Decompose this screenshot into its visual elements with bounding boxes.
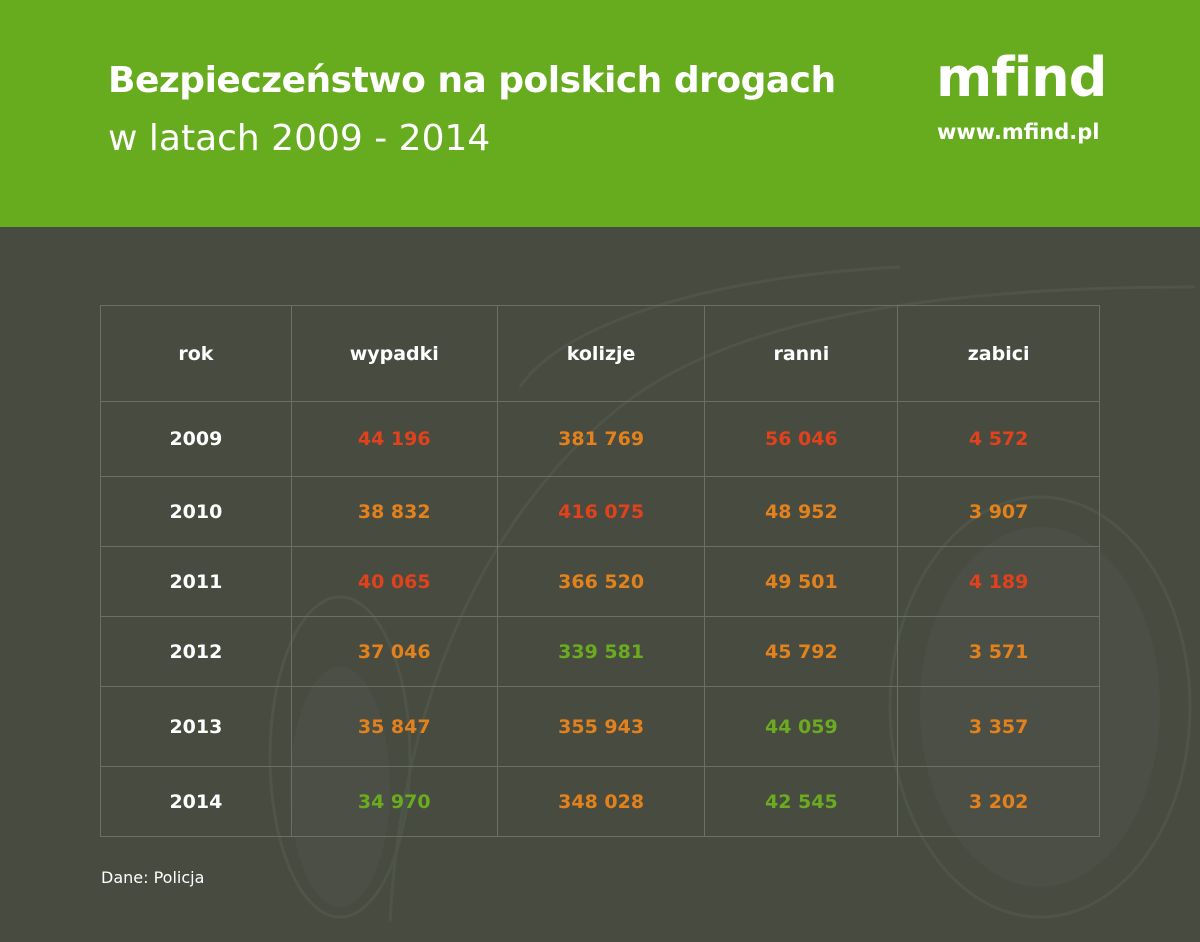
value-cell-wypadki: 37 046 — [290, 616, 498, 687]
page-subtitle: w latach 2009 - 2014 — [108, 118, 491, 159]
page-title: Bezpieczeństwo na polskich drogach — [108, 60, 836, 101]
column-header-rok: rok — [100, 305, 292, 402]
value-cell-zabici: 3 571 — [897, 616, 1100, 687]
table-row: 2011 40 065 366 520 49 501 4 189 — [100, 546, 1100, 617]
value-cell-kolizje: 348 028 — [496, 766, 706, 837]
value-cell-wypadki: 38 832 — [290, 476, 498, 547]
value-cell-ranni: 48 952 — [704, 476, 899, 547]
value-cell-ranni: 44 059 — [704, 686, 899, 767]
value-cell-ranni: 42 545 — [704, 766, 899, 837]
value-cell-wypadki: 44 196 — [290, 401, 498, 477]
year-cell: 2011 — [100, 546, 292, 617]
year-cell: 2012 — [100, 616, 292, 687]
value-cell-kolizje: 416 075 — [496, 476, 706, 547]
mfind-logo: mfind — [936, 46, 1107, 109]
data-source: Dane: Policja — [101, 868, 205, 887]
column-header-wypadki: wypadki — [290, 305, 498, 402]
value-cell-kolizje: 339 581 — [496, 616, 706, 687]
year-cell: 2014 — [100, 766, 292, 837]
value-cell-wypadki: 35 847 — [290, 686, 498, 767]
value-cell-zabici: 4 572 — [897, 401, 1100, 477]
value-cell-zabici: 3 357 — [897, 686, 1100, 767]
value-cell-kolizje: 381 769 — [496, 401, 706, 477]
value-cell-ranni: 45 792 — [704, 616, 899, 687]
column-header-ranni: ranni — [704, 305, 899, 402]
year-cell: 2010 — [100, 476, 292, 547]
value-cell-wypadki: 40 065 — [290, 546, 498, 617]
header-banner: Bezpieczeństwo na polskich drogach w lat… — [0, 0, 1200, 227]
table-row: 2009 44 196 381 769 56 046 4 572 — [100, 401, 1100, 477]
column-header-zabici: zabici — [897, 305, 1100, 402]
table-row: 2014 34 970 348 028 42 545 3 202 — [100, 766, 1100, 837]
table-row: 2012 37 046 339 581 45 792 3 571 — [100, 616, 1100, 687]
year-cell: 2009 — [100, 401, 292, 477]
value-cell-zabici: 3 907 — [897, 476, 1100, 547]
accidents-table: rok wypadki kolizje ranni zabici 2009 44 196 3… — [100, 305, 1100, 837]
table-row: 2013 35 847 355 943 44 059 3 357 — [100, 686, 1100, 767]
value-cell-ranni: 49 501 — [704, 546, 899, 617]
website-link[interactable]: www.mfind.pl — [937, 120, 1100, 144]
value-cell-zabici: 4 189 — [897, 546, 1100, 617]
table-header-row: rok wypadki kolizje ranni zabici — [100, 305, 1100, 402]
value-cell-zabici: 3 202 — [897, 766, 1100, 837]
column-header-kolizje: kolizje — [496, 305, 706, 402]
table-row: 2010 38 832 416 075 48 952 3 907 — [100, 476, 1100, 547]
value-cell-ranni: 56 046 — [704, 401, 899, 477]
value-cell-kolizje: 366 520 — [496, 546, 706, 617]
value-cell-kolizje: 355 943 — [496, 686, 706, 767]
year-cell: 2013 — [100, 686, 292, 767]
value-cell-wypadki: 34 970 — [290, 766, 498, 837]
